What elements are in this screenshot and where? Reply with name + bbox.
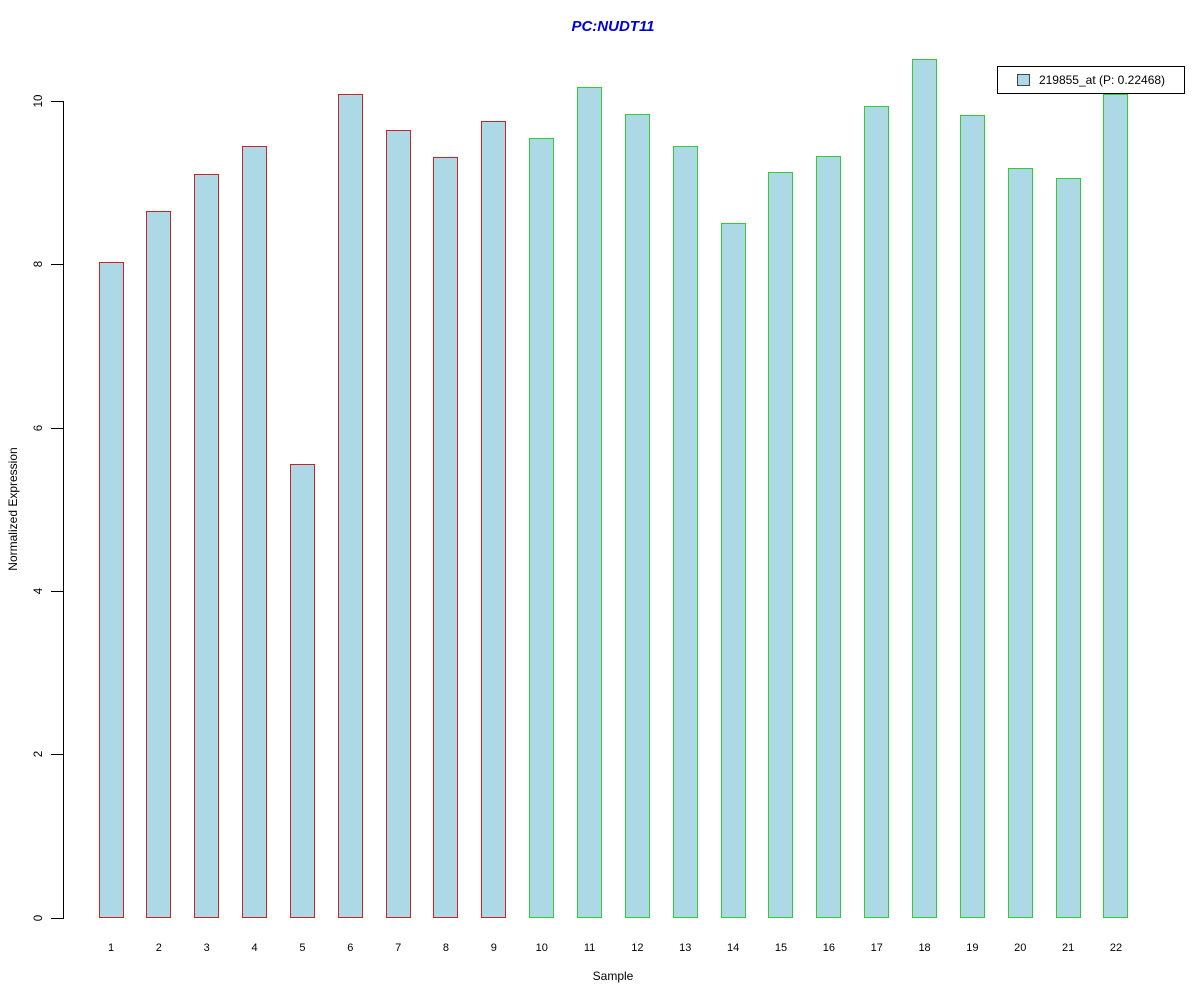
- x-tick-label: 11: [583, 942, 596, 954]
- x-tick-label: 4: [251, 942, 258, 954]
- x-tick-label: 21: [1062, 942, 1075, 954]
- y-tick-mark: [51, 591, 63, 593]
- y-tick-mark: [51, 917, 63, 919]
- x-axis-title: Sample: [592, 969, 634, 983]
- bar-sample-22: [1103, 93, 1129, 918]
- bar-sample-16: [816, 155, 842, 918]
- x-tick-label: 16: [822, 942, 835, 954]
- x-tick-label: 13: [679, 942, 692, 954]
- x-tick-label: 18: [918, 942, 931, 954]
- legend-label: 219855_at (P: 0.22468): [1038, 73, 1166, 87]
- bar-sample-14: [720, 222, 746, 918]
- x-tick-label: 1: [107, 942, 115, 954]
- x-tick-label: 8: [442, 942, 450, 954]
- y-tick-label: 0: [33, 914, 45, 921]
- y-tick-mark: [51, 101, 63, 102]
- bar-sample-18: [912, 59, 938, 918]
- y-tick-label: 2: [33, 751, 45, 758]
- bar-sample-15: [768, 172, 794, 918]
- y-axis-title: Normalized Expression: [6, 447, 20, 571]
- bar-sample-4: [242, 145, 268, 918]
- x-tick-label: 19: [966, 942, 979, 954]
- x-tick-label: 3: [203, 942, 210, 954]
- x-tick-label: 17: [870, 942, 883, 954]
- x-tick-label: 7: [395, 942, 402, 954]
- bar-sample-11: [577, 87, 603, 918]
- x-tick-label: 10: [535, 942, 548, 954]
- bar-sample-3: [194, 173, 220, 918]
- x-tick-label: 12: [631, 942, 644, 954]
- x-tick-label: 9: [490, 942, 497, 954]
- bar-sample-13: [672, 145, 698, 918]
- x-tick-label: 14: [727, 942, 740, 954]
- bar-sample-6: [337, 93, 363, 918]
- y-tick-mark: [51, 264, 63, 266]
- y-tick-mark: [51, 754, 63, 756]
- x-tick-label: 22: [1109, 942, 1123, 954]
- bar-sample-20: [1007, 167, 1033, 918]
- bar-sample-12: [624, 114, 650, 918]
- x-tick-label: 15: [774, 942, 788, 954]
- bar-sample-7: [385, 129, 411, 918]
- bar-sample-10: [529, 137, 555, 918]
- bar-sample-21: [1055, 177, 1081, 918]
- bar-sample-17: [864, 105, 890, 918]
- y-tick-mark: [51, 427, 63, 429]
- x-tick-label: 2: [155, 942, 162, 954]
- bar-sample-2: [146, 211, 172, 918]
- y-tick-label: 8: [33, 261, 45, 268]
- x-tick-label: 6: [347, 942, 354, 954]
- y-tick-label: 4: [33, 587, 45, 595]
- legend-swatch-icon: [1016, 74, 1030, 86]
- bar-sample-8: [433, 157, 459, 918]
- y-tick-label: 6: [33, 424, 45, 431]
- legend: 219855_at (P: 0.22468): [997, 66, 1185, 94]
- y-tick-label: 10: [33, 94, 45, 108]
- bar-sample-9: [481, 120, 507, 918]
- bar-sample-5: [289, 463, 315, 918]
- chart-title: PC:NUDT11: [571, 18, 655, 35]
- bar-sample-1: [98, 261, 124, 918]
- x-tick-label: 5: [299, 942, 306, 954]
- y-axis-line: [63, 101, 64, 919]
- x-tick-label: 20: [1014, 942, 1027, 954]
- bar-sample-19: [959, 114, 985, 918]
